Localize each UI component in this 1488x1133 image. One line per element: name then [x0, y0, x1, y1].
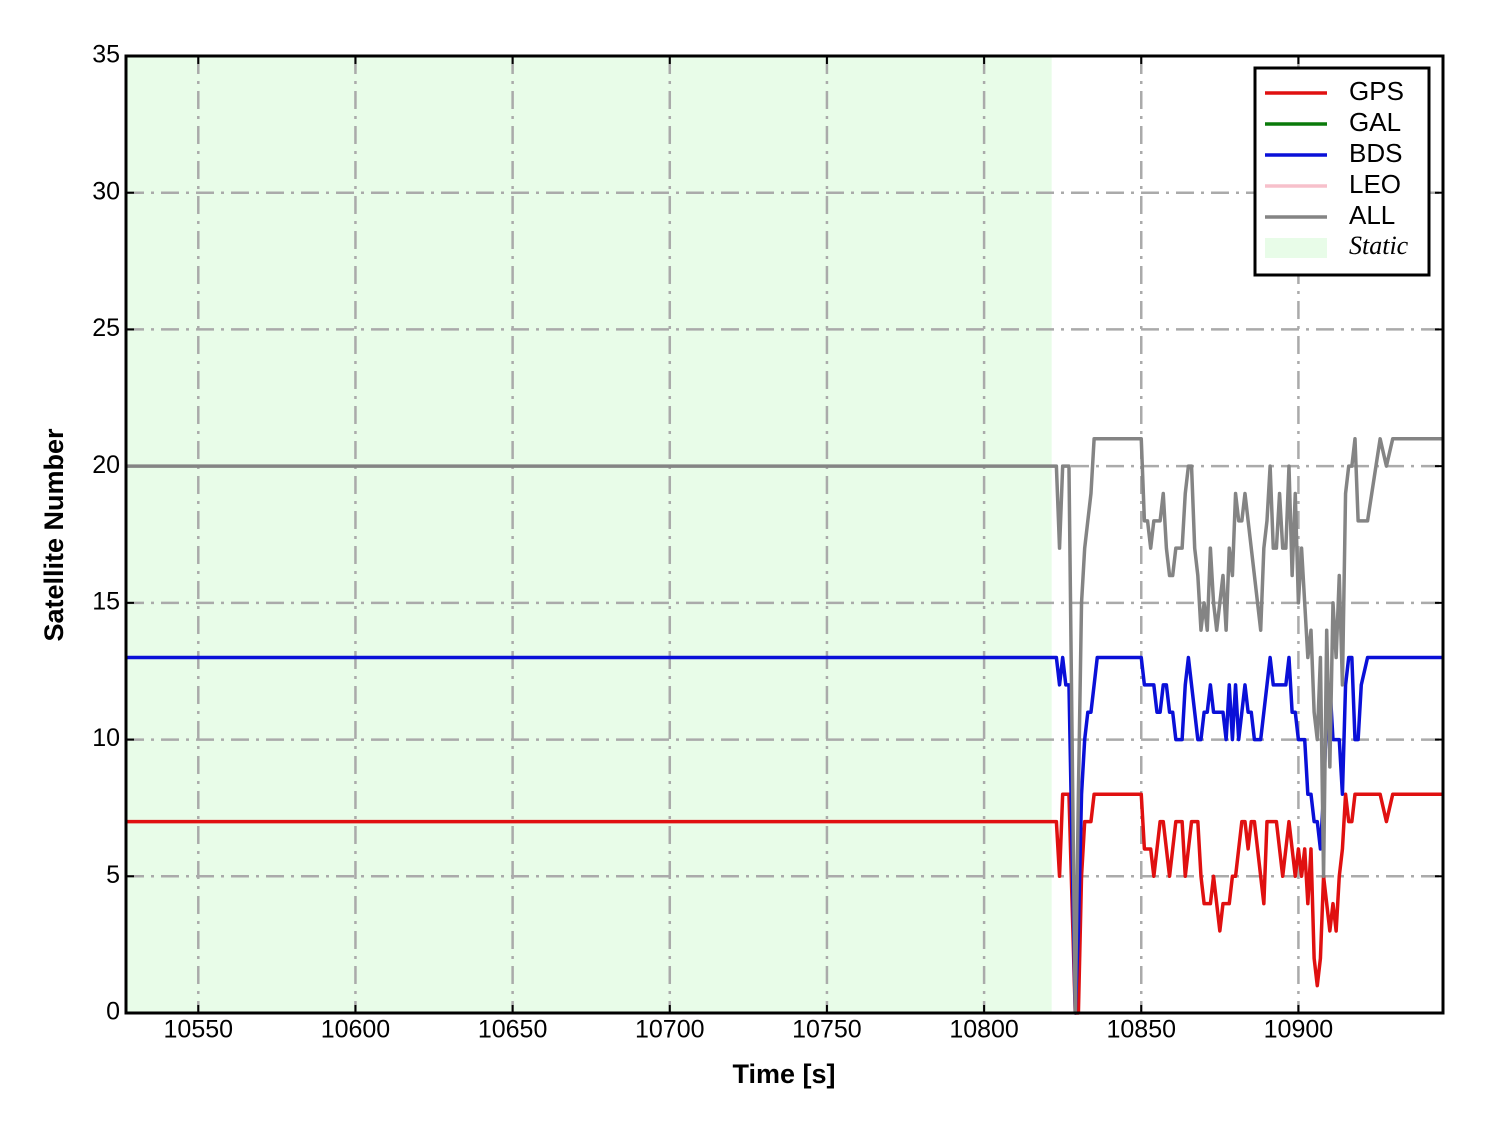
x-tick-label: 10600	[321, 1016, 391, 1044]
y-axis-label: Satellite Number	[39, 428, 69, 642]
series-line	[126, 437, 1443, 1015]
legend-label: GAL	[1349, 107, 1401, 137]
y-tick-label: 30	[92, 177, 120, 205]
y-tick-label: 35	[92, 41, 120, 69]
legend-label: LEO	[1349, 169, 1401, 199]
y-tick-label: 5	[106, 861, 120, 889]
x-tick-label: 10900	[1264, 1016, 1334, 1044]
legend-swatch	[1265, 238, 1327, 258]
y-tick-label: 15	[92, 587, 120, 615]
legend-label: ALL	[1349, 200, 1395, 230]
x-tick-label: 10750	[792, 1016, 862, 1044]
legend-label: Static	[1349, 231, 1409, 260]
shaded-region	[126, 56, 1052, 1013]
x-axis-label: Time [s]	[732, 1059, 835, 1089]
y-tick-label: 25	[92, 314, 120, 342]
y-tick-label: 20	[92, 451, 120, 479]
y-tick-label: 0	[106, 998, 120, 1026]
x-tick-label: 10650	[478, 1016, 548, 1044]
plot-frame	[124, 54, 1445, 1015]
x-tick-label: 10800	[949, 1016, 1019, 1044]
x-tick-label: 10700	[635, 1016, 705, 1044]
series-line	[126, 792, 1443, 1015]
legend-label: GPS	[1349, 76, 1404, 106]
x-tick-label: 10850	[1106, 1016, 1176, 1044]
x-tick-label: 10550	[164, 1016, 234, 1044]
y-tick-label: 10	[92, 724, 120, 752]
legend-label: BDS	[1349, 138, 1402, 168]
